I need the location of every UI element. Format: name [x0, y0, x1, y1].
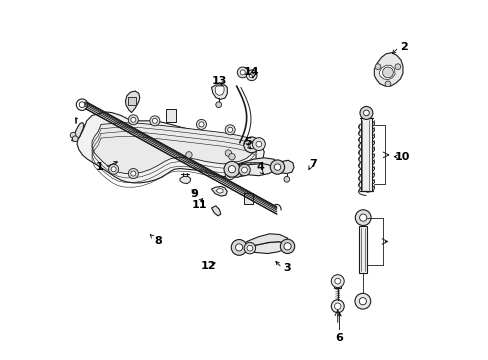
Text: 1: 1: [95, 162, 103, 172]
Circle shape: [111, 167, 116, 172]
Polygon shape: [180, 176, 190, 184]
Polygon shape: [92, 123, 257, 174]
Text: 10: 10: [394, 152, 409, 162]
Circle shape: [237, 67, 247, 78]
Bar: [359, 226, 366, 273]
Circle shape: [334, 303, 340, 310]
Circle shape: [274, 164, 280, 170]
Bar: [333, 284, 341, 288]
Circle shape: [355, 210, 370, 226]
Circle shape: [255, 141, 261, 147]
Circle shape: [224, 161, 239, 177]
Circle shape: [224, 125, 235, 135]
Circle shape: [240, 70, 244, 75]
Circle shape: [224, 150, 231, 156]
Circle shape: [359, 298, 366, 305]
Circle shape: [199, 122, 203, 127]
Circle shape: [270, 160, 284, 174]
Text: 5: 5: [244, 138, 251, 147]
Polygon shape: [125, 91, 140, 113]
Polygon shape: [379, 65, 394, 80]
Circle shape: [215, 102, 221, 108]
Circle shape: [244, 137, 259, 153]
Circle shape: [238, 164, 250, 176]
Circle shape: [394, 64, 400, 69]
Circle shape: [231, 239, 246, 255]
Circle shape: [149, 116, 160, 126]
Polygon shape: [237, 242, 286, 253]
Circle shape: [284, 176, 289, 182]
Circle shape: [246, 245, 252, 251]
Polygon shape: [72, 123, 83, 141]
Circle shape: [232, 167, 242, 177]
Polygon shape: [215, 86, 224, 95]
Circle shape: [284, 243, 290, 250]
Polygon shape: [237, 234, 287, 247]
Text: 9: 9: [190, 189, 198, 199]
Circle shape: [227, 172, 232, 177]
Circle shape: [228, 166, 235, 173]
Polygon shape: [230, 158, 278, 169]
Circle shape: [152, 118, 157, 123]
Circle shape: [128, 115, 138, 125]
Circle shape: [128, 168, 138, 179]
Circle shape: [374, 64, 380, 69]
Polygon shape: [276, 160, 293, 174]
Circle shape: [185, 152, 192, 158]
Circle shape: [227, 127, 232, 132]
Bar: [165, 109, 176, 122]
Text: 6: 6: [335, 333, 343, 343]
Circle shape: [108, 164, 119, 174]
Circle shape: [249, 73, 254, 78]
Text: 3: 3: [283, 263, 291, 273]
Circle shape: [330, 300, 344, 313]
Text: 7: 7: [308, 159, 316, 169]
Polygon shape: [373, 53, 402, 86]
Circle shape: [359, 107, 372, 120]
Bar: [128, 97, 136, 105]
Text: 14: 14: [244, 67, 259, 77]
Circle shape: [79, 102, 85, 108]
Circle shape: [244, 242, 255, 254]
Text: 2: 2: [399, 42, 407, 52]
Text: 8: 8: [154, 236, 162, 246]
Circle shape: [196, 120, 206, 130]
Circle shape: [131, 171, 136, 176]
Polygon shape: [211, 206, 221, 216]
Circle shape: [241, 167, 247, 173]
Circle shape: [234, 170, 239, 175]
Circle shape: [76, 99, 88, 111]
Circle shape: [72, 136, 78, 141]
Circle shape: [228, 153, 235, 160]
Circle shape: [359, 214, 366, 221]
Text: 4: 4: [256, 162, 264, 172]
Polygon shape: [215, 188, 223, 193]
Circle shape: [382, 67, 392, 78]
Circle shape: [280, 239, 294, 253]
Circle shape: [131, 117, 136, 122]
Circle shape: [252, 138, 265, 150]
Circle shape: [224, 170, 235, 180]
Polygon shape: [211, 186, 227, 196]
Text: 11: 11: [191, 200, 207, 210]
Circle shape: [330, 275, 344, 288]
Polygon shape: [211, 85, 227, 99]
Circle shape: [384, 81, 390, 87]
Polygon shape: [77, 112, 264, 183]
Text: 13: 13: [211, 76, 226, 86]
Polygon shape: [230, 163, 276, 176]
Text: 12: 12: [201, 261, 216, 271]
Circle shape: [354, 293, 370, 309]
Bar: [243, 193, 252, 204]
Circle shape: [363, 110, 368, 116]
Bar: [360, 118, 371, 192]
Circle shape: [334, 278, 340, 284]
Circle shape: [70, 132, 76, 138]
Circle shape: [247, 141, 255, 148]
Circle shape: [246, 70, 257, 81]
Circle shape: [235, 244, 242, 251]
